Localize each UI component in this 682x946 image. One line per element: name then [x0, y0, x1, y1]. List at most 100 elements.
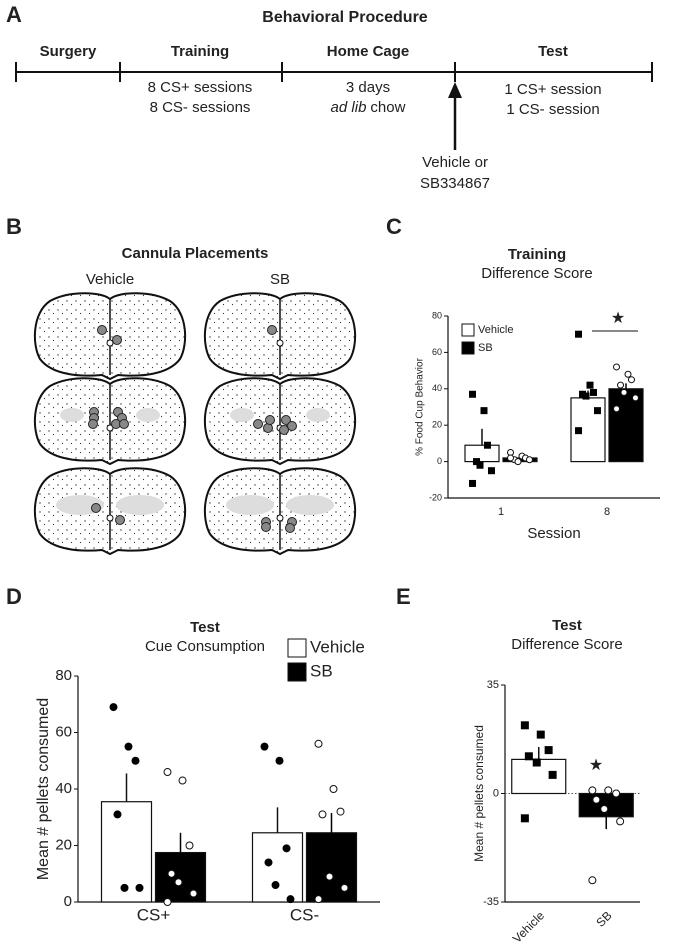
- data-point: [167, 869, 176, 878]
- panel-label: D: [6, 584, 22, 609]
- data-point: [613, 405, 621, 413]
- bar: [251, 832, 304, 903]
- data-point: [124, 742, 133, 751]
- data-point: [620, 388, 628, 396]
- y-tick-label: 40: [55, 780, 72, 797]
- data-point: [525, 456, 533, 464]
- bar: [154, 851, 207, 903]
- data-point: [507, 454, 515, 462]
- phase: Surgery: [40, 43, 97, 60]
- y-tick-label: 40: [432, 383, 442, 393]
- detail-rest: chow: [370, 99, 405, 116]
- data-point: [588, 876, 597, 885]
- data-point: [548, 770, 557, 779]
- significance-marker: ★: [611, 310, 625, 327]
- significance-marker: ★: [589, 757, 603, 774]
- data-point: [340, 883, 349, 892]
- data-point: [264, 858, 273, 867]
- y-axis-label: Mean # pellets consumed: [35, 698, 52, 880]
- data-point: [586, 381, 594, 389]
- y-tick-label: 80: [55, 667, 72, 684]
- data-point: [178, 776, 187, 785]
- y-tick-label: 0: [437, 456, 442, 466]
- data-point: [520, 814, 529, 823]
- data-point: [575, 427, 583, 435]
- data-point: [163, 768, 172, 777]
- data-point: [617, 381, 625, 389]
- chart-title: Test: [190, 619, 220, 636]
- y-axis-label: % Food Cup Behavior: [415, 357, 426, 456]
- x-tick-label: CS+: [137, 905, 171, 924]
- brain-section: [33, 292, 187, 380]
- y-tick-label: 0: [493, 787, 499, 799]
- data-point: [520, 721, 529, 730]
- panel-label: A: [6, 2, 22, 27]
- phase: Training: [171, 43, 229, 60]
- detail: 8 CS+ sessions: [148, 79, 253, 96]
- legend-swatch: [461, 323, 475, 337]
- data-point: [282, 844, 291, 853]
- legend-label: Vehicle: [478, 324, 513, 336]
- detail: ad lib chow: [331, 99, 406, 116]
- column-label: SB: [270, 271, 290, 288]
- ventricles: [56, 408, 334, 515]
- panel-b: B Cannula Placements Vehicle SB: [6, 214, 357, 555]
- data-point: [131, 756, 140, 765]
- brain-section: [203, 467, 357, 555]
- data-point: [588, 786, 597, 795]
- legend-label: SB: [478, 342, 493, 354]
- chart-subtitle: Cue Consumption: [145, 638, 265, 655]
- legend-label: Vehicle: [310, 637, 365, 656]
- data-point: [336, 807, 345, 816]
- detail: 3 days: [346, 79, 390, 96]
- data-point: [325, 872, 334, 881]
- data-point: [120, 883, 129, 892]
- data-point: [624, 370, 632, 378]
- data-point: [480, 407, 488, 415]
- data-point: [286, 895, 295, 904]
- data-point: [314, 895, 323, 904]
- data-point: [260, 742, 269, 751]
- data-point: [113, 810, 122, 819]
- column-label: Vehicle: [86, 271, 134, 288]
- y-tick-label: 60: [55, 723, 72, 740]
- data-point: [532, 758, 541, 767]
- data-point: [314, 739, 323, 748]
- detail: 1 CS- session: [506, 101, 599, 118]
- phase: Home Cage: [327, 43, 410, 60]
- data-point: [616, 817, 625, 826]
- data-point: [483, 441, 491, 449]
- panel-label: B: [6, 214, 22, 239]
- timeline-ticks: [15, 62, 653, 82]
- chart-subtitle: Difference Score: [511, 636, 622, 653]
- y-tick-label: 20: [55, 836, 72, 853]
- cannula-placements: [88, 325, 297, 533]
- x-axis-label: Session: [527, 525, 580, 542]
- data-point: [524, 752, 533, 761]
- brain-section: [33, 377, 187, 465]
- data-point: [600, 805, 609, 813]
- y-axis-label: Mean # pellets consumed: [472, 725, 486, 862]
- phase: Test: [538, 43, 568, 60]
- data-point: [592, 795, 601, 804]
- brain-section: [33, 467, 187, 555]
- data-point: [135, 883, 144, 892]
- brain-section: [203, 292, 357, 380]
- chart-title: Training: [508, 246, 566, 263]
- y-tick-label: 20: [432, 420, 442, 430]
- data-point: [329, 785, 338, 793]
- bar: [511, 758, 567, 795]
- data-point: [604, 786, 613, 795]
- data-point: [185, 841, 194, 850]
- data-point: [163, 898, 172, 906]
- data-point: [514, 458, 522, 466]
- title: Cannula Placements: [122, 245, 269, 262]
- data-point: [593, 407, 601, 415]
- panel-label: E: [396, 584, 411, 609]
- legend-label: SB: [310, 661, 333, 680]
- data-point: [627, 376, 635, 384]
- x-tick-label: 1: [498, 506, 504, 518]
- y-tick-label: -20: [429, 492, 442, 502]
- legend-swatch: [461, 341, 475, 355]
